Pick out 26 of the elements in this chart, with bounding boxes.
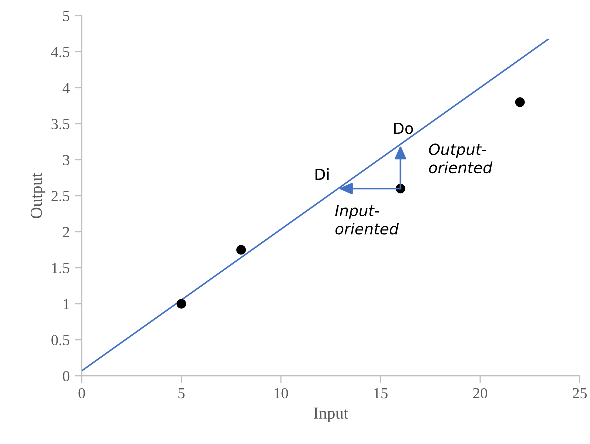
y-tick-label: 1.5 [52, 263, 70, 274]
x-axis-title: Input [314, 408, 348, 422]
y-tick-label: 4 [62, 83, 70, 94]
point [176, 299, 186, 309]
point [515, 98, 526, 108]
x-tick-label: 0 [78, 388, 86, 399]
y-tick-label: 2.5 [52, 191, 70, 202]
x-tick-label: 25 [573, 388, 588, 399]
y-axis-title: Output [30, 172, 46, 218]
y-tick-label: 1 [64, 299, 70, 310]
annotation: Input- oriented [335, 205, 400, 235]
annotation: Do [394, 122, 414, 134]
x-tick-label: 15 [374, 388, 388, 399]
y-tick-label: 3 [63, 155, 70, 166]
y-tick-label: 0 [63, 371, 70, 382]
x-tick-label: 10 [274, 388, 288, 399]
y-tick-label: 3.5 [52, 119, 70, 130]
x-tick-label: 20 [473, 388, 488, 399]
y-tick-label: 0.5 [52, 335, 70, 346]
y-tick-label: 2 [63, 227, 70, 238]
y-tick-label: 5 [63, 11, 70, 22]
annotation: Output- oriented [429, 144, 493, 174]
point [236, 245, 246, 255]
x-tick-label: 5 [178, 388, 185, 399]
y-tick-label: 4.5 [51, 47, 70, 58]
annotation: Di [316, 168, 329, 180]
